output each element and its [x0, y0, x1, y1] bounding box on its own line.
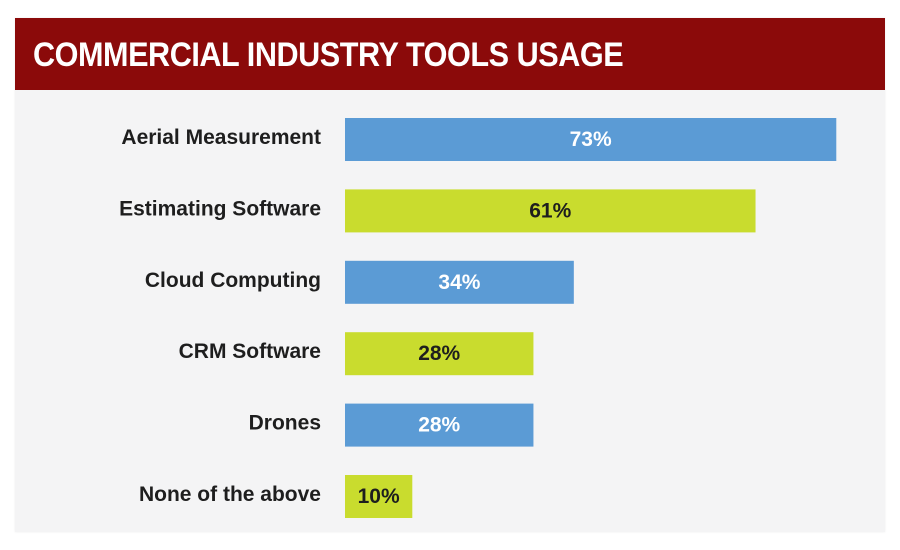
category-label: Cloud Computing: [145, 269, 321, 292]
category-label: Drones: [249, 412, 321, 435]
bar: [345, 189, 756, 233]
bar: [345, 332, 534, 376]
bar-row-drones: Drones 28%: [249, 403, 534, 447]
category-label: Aerial Measurement: [121, 126, 321, 149]
category-label: CRM Software: [179, 340, 321, 363]
bar-row-aerial-measurement: Aerial Measurement 73%: [121, 118, 837, 161]
bar: [345, 260, 574, 304]
bar-row-none-of-the-above: None of the above 10%: [139, 475, 413, 518]
bar-chart: Aerial Measurement 73% Estimating Software…: [119, 118, 837, 518]
bar: [345, 403, 534, 447]
bar-row-estimating-software: Estimating Software 61%: [119, 189, 756, 233]
title-banner: COMMERCIAL INDUSTRY TOOLS USAGE: [15, 18, 885, 90]
bar-row-cloud-computing: Cloud Computing 34%: [145, 260, 574, 304]
value-label: 34%: [438, 271, 480, 294]
value-label: 28%: [418, 342, 460, 365]
value-label: 73%: [570, 128, 612, 151]
bar: [345, 475, 413, 518]
value-label: 28%: [418, 414, 460, 437]
value-label: 10%: [358, 485, 400, 508]
bar: [345, 118, 837, 161]
value-label: 61%: [529, 199, 571, 222]
category-label: None of the above: [139, 483, 321, 506]
category-label: Estimating Software: [119, 197, 321, 220]
chart-title: COMMERCIAL INDUSTRY TOOLS USAGE: [33, 36, 624, 74]
chart-card: COMMERCIAL INDUSTRY TOOLS USAGE Aerial M…: [15, 18, 885, 532]
bar-row-crm-software: CRM Software 28%: [179, 332, 534, 376]
